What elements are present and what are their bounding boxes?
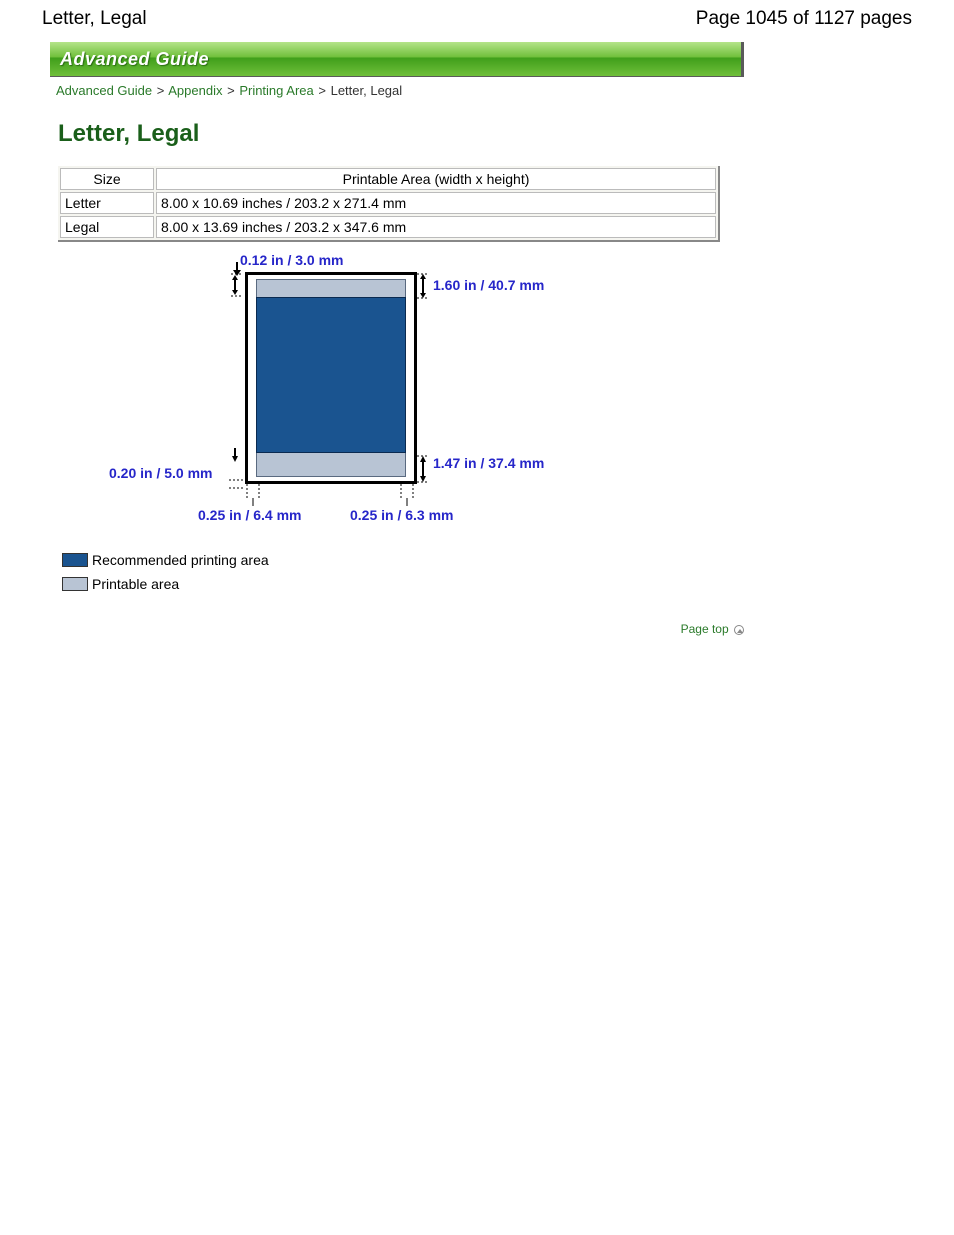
diagram-recommended-area (256, 297, 406, 453)
header-title: Letter, Legal (42, 8, 147, 30)
label-left-margin: 0.25 in / 6.4 mm (198, 507, 302, 523)
page-indicator: Page 1045 of 1127 pages (696, 8, 912, 30)
label-bottom-margin: 0.20 in / 5.0 mm (109, 465, 213, 481)
printable-area-table: Size Printable Area (width x height) Let… (58, 166, 720, 242)
breadcrumb-link-appendix[interactable]: Appendix (168, 83, 222, 98)
diagram-page-outline (245, 272, 417, 484)
legend-row-printable: Printable area (62, 576, 744, 592)
table-row: Legal 8.00 x 13.69 inches / 203.2 x 347.… (60, 216, 716, 238)
page-title: Letter, Legal (58, 120, 744, 148)
page-header: Letter, Legal Page 1045 of 1127 pages (0, 0, 954, 30)
page-top-wrap: Page top (50, 622, 744, 636)
banner: Advanced Guide (50, 42, 744, 77)
page-top-label: Page top (681, 622, 729, 636)
bracket-icon (397, 484, 421, 506)
bracket-icon (245, 484, 269, 506)
swatch-printable-icon (62, 577, 88, 591)
legend-row-recommended: Recommended printing area (62, 552, 744, 568)
breadcrumb-sep: > (157, 83, 165, 98)
breadcrumb-link-printing-area[interactable]: Printing Area (239, 83, 313, 98)
table-cell-size: Legal (60, 216, 154, 238)
breadcrumb: Advanced Guide > Appendix > Printing Are… (50, 81, 744, 98)
label-right-margin: 0.25 in / 6.3 mm (350, 507, 454, 523)
table-cell-area: 8.00 x 13.69 inches / 203.2 x 347.6 mm (156, 216, 716, 238)
breadcrumb-link-advanced-guide[interactable]: Advanced Guide (56, 83, 152, 98)
breadcrumb-sep: > (318, 83, 326, 98)
table-row: Letter 8.00 x 10.69 inches / 203.2 x 271… (60, 192, 716, 214)
label-top-recommended: 1.60 in / 40.7 mm (433, 277, 544, 293)
legend-label-recommended: Recommended printing area (92, 552, 269, 568)
table-cell-area: 8.00 x 10.69 inches / 203.2 x 271.4 mm (156, 192, 716, 214)
bracket-icon (225, 274, 243, 300)
bracket-icon (417, 272, 433, 302)
label-top-margin: 0.12 in / 3.0 mm (240, 252, 344, 268)
table-cell-size: Letter (60, 192, 154, 214)
bracket-icon (225, 448, 245, 492)
legend-label-printable: Printable area (92, 576, 179, 592)
table-header-area: Printable Area (width x height) (156, 168, 716, 190)
breadcrumb-sep: > (227, 83, 235, 98)
breadcrumb-current: Letter, Legal (331, 83, 403, 98)
arrow-up-icon (734, 625, 744, 635)
diagram-legend: Recommended printing area Printable area (62, 552, 744, 592)
banner-text: Advanced Guide (60, 49, 209, 70)
page-top-link[interactable]: Page top (681, 622, 744, 636)
table-header-row: Size Printable Area (width x height) (60, 168, 716, 190)
margin-diagram: 0.12 in / 3.0 mm 1.60 in / 40.7 mm 1.47 … (50, 252, 730, 542)
bracket-icon (417, 452, 433, 486)
content-column: Advanced Guide Advanced Guide > Appendix… (0, 30, 744, 636)
table-header-size: Size (60, 168, 154, 190)
swatch-recommended-icon (62, 553, 88, 567)
label-bottom-recommended: 1.47 in / 37.4 mm (433, 455, 544, 471)
